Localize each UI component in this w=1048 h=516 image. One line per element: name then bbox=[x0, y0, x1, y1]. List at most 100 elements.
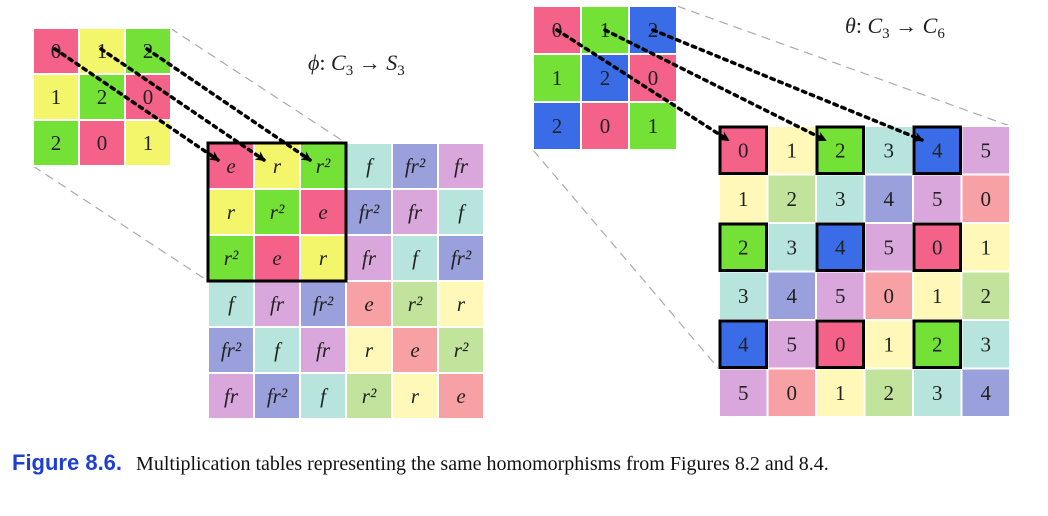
right-big-cell-label: 2 bbox=[932, 332, 943, 356]
right-big-cell: 0 bbox=[960, 173, 1011, 224]
right-big-cell-label: 5 bbox=[884, 235, 895, 259]
figure-diagram: 012120201 err²ffr²frrr²efr²frfr²erfrffr²… bbox=[32, 5, 1011, 420]
right-small-cell-label: 0 bbox=[600, 114, 611, 138]
right-big-cell-label: 0 bbox=[932, 235, 943, 259]
right-big-cell-label: 0 bbox=[787, 381, 798, 405]
mapping-arrow bbox=[603, 28, 827, 142]
left-big-cell-label: r² bbox=[316, 154, 331, 178]
left-big-cell-label: fr² bbox=[221, 338, 242, 362]
left-big-cell: fr bbox=[391, 188, 439, 236]
right-big-cell: 2 bbox=[815, 125, 866, 176]
right-big-cell-label: 2 bbox=[787, 187, 798, 211]
left-big-cell: r bbox=[207, 188, 255, 236]
left-big-cell-label: e bbox=[318, 200, 327, 224]
right-small-cell-label: 2 bbox=[600, 66, 611, 90]
right-big-cell: 4 bbox=[863, 173, 914, 224]
right-big-cell: 3 bbox=[718, 270, 769, 321]
right-big-table: 0 1 2 3 4 5 1 2 3 4 5 0 2 3 4 5 0 1 3 4 5 0 1 2 4 5 0 1 2 3 5 0 1 2 3 4 bbox=[718, 125, 1011, 418]
right-big-cell: 1 bbox=[912, 270, 963, 321]
left-small-cell-label: 1 bbox=[51, 85, 62, 109]
left-big-cell-label: e bbox=[226, 154, 235, 178]
right-big-cell-label: 3 bbox=[787, 235, 798, 259]
right-big-cell-label: 0 bbox=[884, 284, 895, 308]
mapping-arrows bbox=[53, 28, 924, 162]
right-big-cell: 5 bbox=[863, 222, 914, 273]
right-big-cell-label: 3 bbox=[835, 187, 846, 211]
right-highlight-cell bbox=[718, 319, 768, 369]
left-big-cell-label: e bbox=[364, 292, 373, 316]
guide-line bbox=[532, 149, 720, 370]
left-big-cell: r² bbox=[437, 326, 485, 374]
right-big-cell: 5 bbox=[718, 367, 769, 418]
left-small-cell: 0 bbox=[78, 119, 126, 167]
right-big-cell-label: 4 bbox=[884, 187, 895, 211]
left-big-cell: r² bbox=[345, 372, 393, 420]
right-small-cell: 1 bbox=[628, 101, 678, 151]
right-big-cell-label: 1 bbox=[787, 138, 798, 162]
left-big-cell-label: f bbox=[412, 246, 421, 270]
right-big-cell-label: 3 bbox=[738, 284, 749, 308]
left-small-cell: 2 bbox=[32, 119, 80, 167]
right-big-cell-label: 1 bbox=[835, 381, 846, 405]
left-big-cell-label: f bbox=[366, 154, 375, 178]
left-big-cell-label: r bbox=[365, 338, 374, 362]
right-big-cell: 5 bbox=[766, 319, 817, 370]
right-big-cell: 3 bbox=[960, 319, 1011, 370]
left-big-cell-label: r² bbox=[362, 384, 377, 408]
left-big-cell: fr² bbox=[207, 326, 255, 374]
left-big-cell-label: fr² bbox=[267, 384, 288, 408]
right-highlight-cell bbox=[718, 222, 768, 272]
right-big-cell-label: 0 bbox=[738, 138, 749, 162]
right-big-cell-label: 4 bbox=[738, 332, 749, 356]
right-big-cell-label: 5 bbox=[932, 187, 943, 211]
left-big-cell-label: r² bbox=[408, 292, 423, 316]
right-big-cell-label: 0 bbox=[981, 187, 992, 211]
right-big-cell: 0 bbox=[912, 222, 963, 273]
right-big-cell: 2 bbox=[912, 319, 963, 370]
left-big-cell: f bbox=[345, 142, 393, 190]
left-highlight-block bbox=[206, 141, 348, 283]
left-big-cell: fr² bbox=[299, 280, 347, 328]
left-big-cell: fr² bbox=[391, 142, 439, 190]
left-big-cell: f bbox=[253, 326, 301, 374]
left-big-cell-label: fr² bbox=[451, 246, 472, 270]
right-highlight-cell bbox=[718, 125, 768, 175]
right-big-cell: 2 bbox=[766, 173, 817, 224]
left-big-cell-label: fr² bbox=[313, 292, 334, 316]
right-big-cell: 5 bbox=[815, 270, 866, 321]
right-highlight-cell bbox=[815, 222, 865, 272]
left-big-cell: fr² bbox=[345, 188, 393, 236]
left-big-cell: f bbox=[207, 280, 255, 328]
caption-text: Multiplication tables representing the s… bbox=[136, 453, 829, 475]
right-big-cell-label: 5 bbox=[787, 332, 798, 356]
left-big-cell-label: r bbox=[457, 292, 466, 316]
left-big-cell-label: fr bbox=[454, 154, 469, 178]
right-big-cell-label: 2 bbox=[738, 235, 749, 259]
right-map-label: θ: C3 → C6 bbox=[845, 13, 945, 42]
left-big-cell: r² bbox=[391, 280, 439, 328]
right-big-cell-label: 3 bbox=[981, 332, 992, 356]
right-big-cell: 0 bbox=[815, 319, 866, 370]
left-big-cell-label: r² bbox=[224, 246, 239, 270]
right-big-cell-label: 5 bbox=[738, 381, 749, 405]
mapping-arrow bbox=[555, 28, 730, 142]
mapping-arrow bbox=[99, 47, 266, 162]
left-big-cell: r² bbox=[207, 234, 255, 282]
right-big-cell-label: 4 bbox=[932, 138, 943, 162]
right-big-cell: 3 bbox=[815, 173, 866, 224]
left-big-cell-label: fr bbox=[362, 246, 377, 270]
right-big-cell: 4 bbox=[766, 270, 817, 321]
right-big-cell-label: 1 bbox=[738, 187, 749, 211]
right-big-cell: 4 bbox=[815, 222, 866, 273]
right-small-cell-label: 0 bbox=[648, 66, 659, 90]
left-big-cell: e bbox=[299, 188, 347, 236]
right-big-cell: 1 bbox=[863, 319, 914, 370]
guide-line bbox=[169, 27, 347, 144]
right-big-cell-label: 5 bbox=[981, 138, 992, 162]
left-big-cell-label: f bbox=[274, 338, 283, 362]
left-big-cell: r bbox=[437, 280, 485, 328]
left-small-cell-label: 2 bbox=[97, 85, 108, 109]
mapping-arrow bbox=[651, 28, 924, 142]
right-small-cell: 2 bbox=[532, 101, 582, 151]
right-big-cell: 1 bbox=[815, 367, 866, 418]
